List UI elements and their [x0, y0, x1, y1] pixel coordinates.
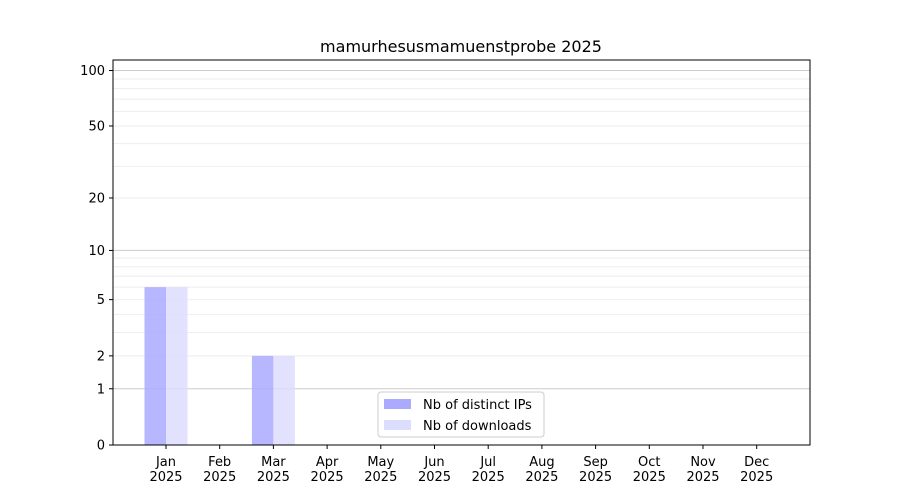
x-tick-label: Mar — [261, 455, 286, 470]
legend-label: Nb of distinct IPs — [423, 398, 532, 413]
y-tick-label: 50 — [88, 119, 105, 134]
x-tick-label: May — [367, 455, 394, 470]
x-tick-label: Oct — [638, 455, 660, 470]
x-tick-label: 2025 — [311, 470, 344, 485]
x-tick-label: Jul — [479, 455, 496, 470]
x-tick-label: 2025 — [579, 470, 612, 485]
x-tick-label: Aug — [529, 455, 554, 470]
bar — [273, 355, 295, 445]
x-tick-label: Jun — [423, 455, 444, 470]
y-tick-label: 100 — [80, 64, 105, 79]
legend: Nb of distinct IPs Nb of downloads — [377, 391, 545, 438]
x-tick-label: 2025 — [418, 470, 451, 485]
legend-swatch — [384, 399, 411, 409]
legend-swatch — [384, 420, 411, 430]
x-tick-label: 2025 — [740, 470, 773, 485]
x-tick-label: 2025 — [472, 470, 505, 485]
x-tick-label: Sep — [583, 455, 608, 470]
x-tick-label: 2025 — [633, 470, 666, 485]
legend-box — [377, 391, 545, 438]
x-tick-label: 2025 — [203, 470, 236, 485]
x-tick-label: Apr — [316, 455, 339, 470]
x-tick-label: Dec — [744, 455, 769, 470]
y-tick-label: 5 — [97, 293, 105, 308]
x-tick-label: 2025 — [257, 470, 290, 485]
chart-title: mamurhesusmamuenstprobe 2025 — [320, 37, 602, 56]
x-tick-label: Jan — [155, 455, 176, 470]
y-tick-label: 10 — [88, 244, 105, 259]
y-tick-label: 1 — [97, 382, 105, 397]
bar — [251, 355, 274, 445]
plot-frame — [112, 59, 811, 446]
x-tick-label: Nov — [690, 455, 716, 470]
bar — [166, 287, 188, 445]
x-tick-label: Feb — [208, 455, 231, 470]
y-tick-label: 0 — [97, 439, 105, 454]
bar — [144, 287, 166, 445]
x-tick-label: 2025 — [364, 470, 397, 485]
x-tick-label: 2025 — [525, 470, 558, 485]
x-tick-label: 2025 — [149, 470, 182, 485]
legend-label: Nb of downloads — [423, 419, 532, 434]
y-tick-label: 2 — [97, 349, 105, 364]
x-tick-label: 2025 — [686, 470, 719, 485]
y-tick-label: 20 — [88, 191, 105, 206]
